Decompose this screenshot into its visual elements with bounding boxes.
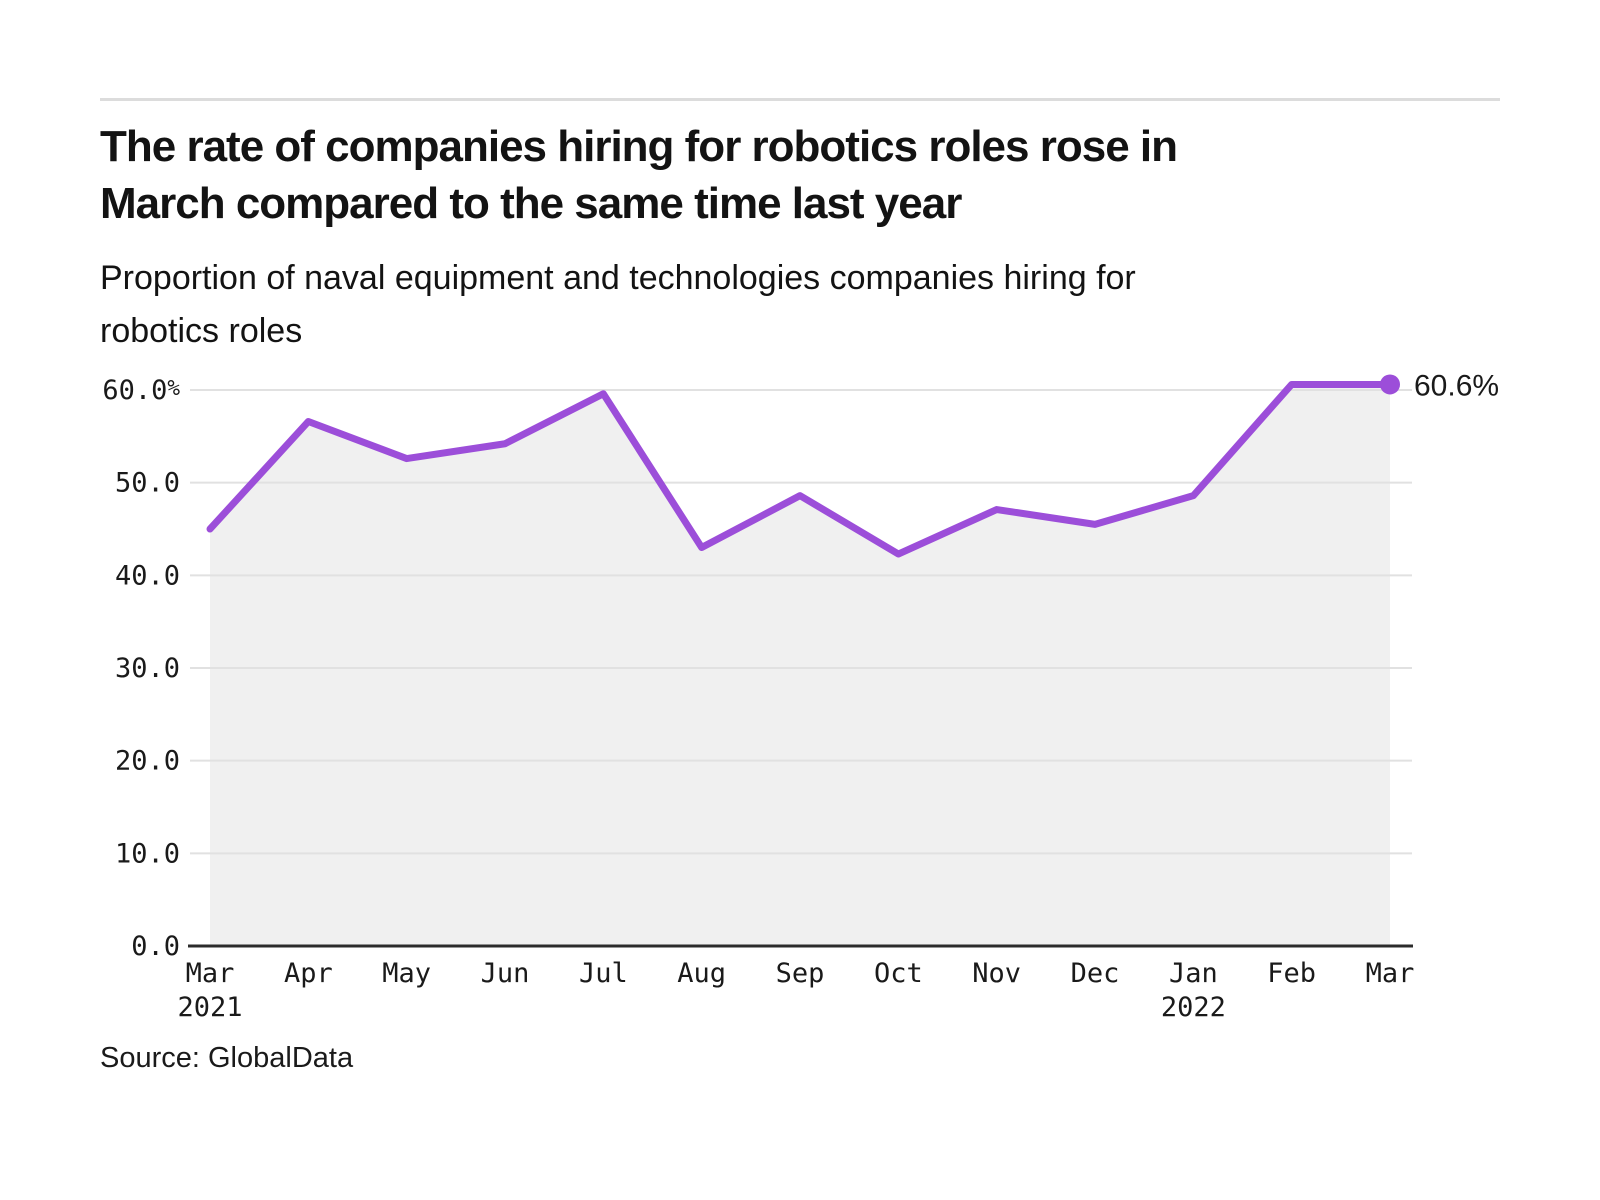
y-axis-tick-label: 20.0 (115, 746, 180, 777)
x-axis-year-label: 2022 (1161, 992, 1226, 1023)
chart-title: The rate of companies hiring for robotic… (100, 118, 1178, 232)
chart-subtitle: Proportion of naval equipment and techno… (100, 252, 1136, 358)
x-axis-tick-label: May (382, 958, 431, 989)
x-axis-tick-label: Nov (972, 958, 1021, 989)
x-axis-tick-label: Apr (284, 958, 333, 989)
x-axis-tick-label: Mar (186, 958, 235, 989)
x-axis-tick-label: Jul (579, 958, 628, 989)
x-axis-tick-label: Jan (1169, 958, 1218, 989)
y-axis-tick-label: 50.0 (115, 468, 180, 499)
chart-subtitle-line-2: robotics roles (100, 312, 303, 350)
x-axis-tick-label: Mar (1366, 958, 1415, 989)
source-caption: Source: GlobalData (100, 1042, 354, 1074)
chart-subtitle-line-1: Proportion of naval equipment and techno… (100, 259, 1136, 297)
x-axis-year-label: 2021 (177, 992, 242, 1023)
y-axis-tick-label: 40.0 (115, 560, 180, 591)
end-point-marker (1380, 374, 1400, 395)
y-axis-tick-label: 10.0 (115, 838, 180, 869)
x-axis-tick-label: Aug (677, 958, 726, 989)
chart-title-line-2: March compared to the same time last yea… (100, 179, 962, 228)
chart-title-line-1: The rate of companies hiring for robotic… (100, 122, 1178, 171)
y-axis-tick-label: 0.0 (131, 931, 180, 962)
x-axis-tick-label: Dec (1071, 958, 1120, 989)
series-line (206, 380, 1394, 558)
x-axis-tick-label: Feb (1267, 958, 1316, 989)
x-axis-tick-label: Sep (776, 958, 825, 989)
y-axis-tick-label: 30.0 (115, 653, 180, 684)
top-divider (100, 98, 1500, 101)
x-axis-tick-label: Oct (874, 958, 923, 989)
end-value-label: 60.6% (1414, 369, 1499, 402)
y-axis-tick-label: 60.0% (102, 375, 180, 406)
x-axis-tick-label: Jun (481, 958, 530, 989)
